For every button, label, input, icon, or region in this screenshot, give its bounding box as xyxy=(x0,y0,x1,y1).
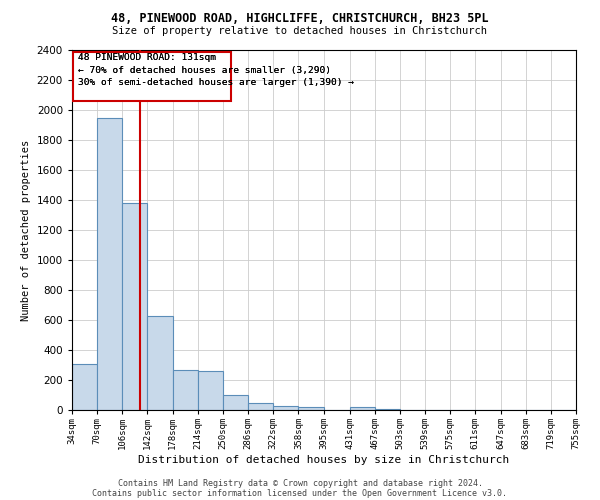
Bar xyxy=(122,203,148,410)
Y-axis label: Number of detached properties: Number of detached properties xyxy=(21,140,31,320)
Bar xyxy=(274,406,298,410)
Text: 48, PINEWOOD ROAD, HIGHCLIFFE, CHRISTCHURCH, BH23 5PL: 48, PINEWOOD ROAD, HIGHCLIFFE, CHRISTCHU… xyxy=(111,12,489,26)
Bar xyxy=(350,407,374,410)
Bar xyxy=(148,316,173,410)
Text: 48 PINEWOOD ROAD: 131sqm
← 70% of detached houses are smaller (3,290)
30% of sem: 48 PINEWOOD ROAD: 131sqm ← 70% of detach… xyxy=(77,54,353,88)
Bar xyxy=(248,403,274,410)
Bar xyxy=(97,118,122,410)
X-axis label: Distribution of detached houses by size in Christchurch: Distribution of detached houses by size … xyxy=(139,455,509,465)
Text: Contains HM Land Registry data © Crown copyright and database right 2024.: Contains HM Land Registry data © Crown c… xyxy=(118,478,482,488)
Bar xyxy=(73,52,232,101)
Bar xyxy=(374,408,400,410)
Text: Contains public sector information licensed under the Open Government Licence v3: Contains public sector information licen… xyxy=(92,488,508,498)
Bar xyxy=(173,370,198,410)
Bar xyxy=(298,407,323,410)
Text: 48 PINEWOOD ROAD: 131sqm
← 70% of detached houses are smaller (3,290)
30% of sem: 48 PINEWOOD ROAD: 131sqm ← 70% of detach… xyxy=(77,54,353,88)
Bar xyxy=(72,364,97,410)
Bar xyxy=(223,395,248,410)
Text: Size of property relative to detached houses in Christchurch: Size of property relative to detached ho… xyxy=(113,26,487,36)
Bar xyxy=(198,371,223,410)
